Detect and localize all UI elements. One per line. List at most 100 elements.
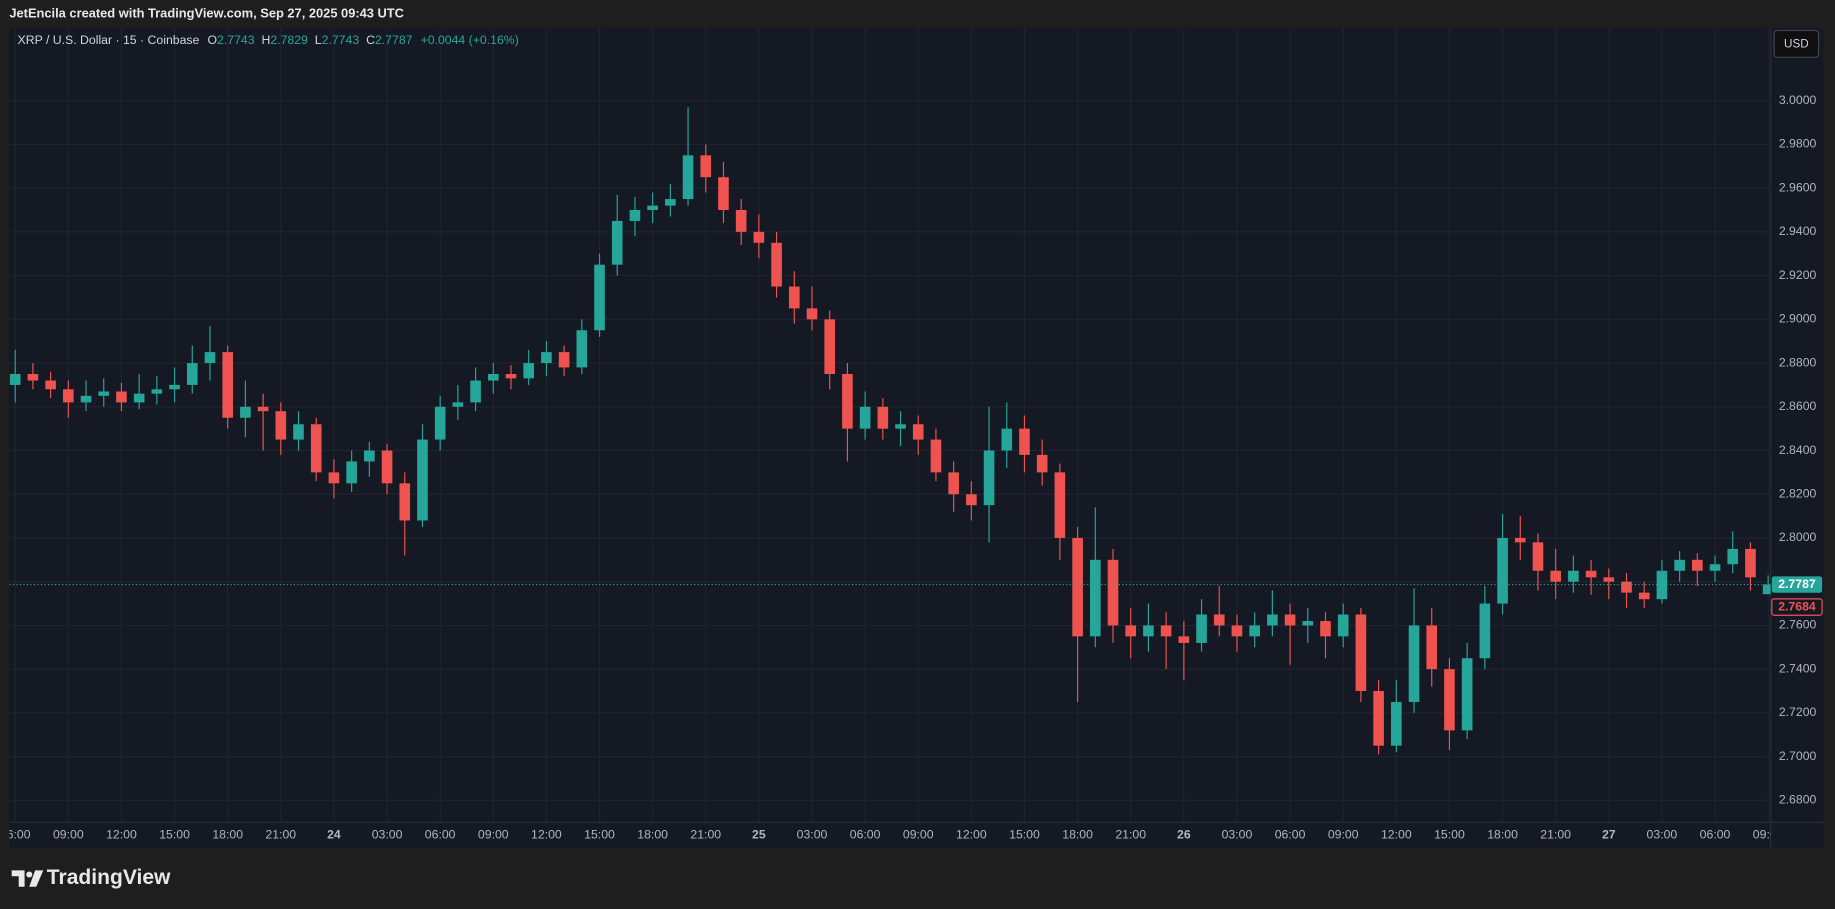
candle-body: [1107, 559, 1119, 626]
candle-body: [576, 330, 588, 368]
candle-body: [1143, 625, 1154, 637]
x-tick-label: 09:00: [53, 828, 84, 842]
candle-body: [629, 209, 641, 221]
candle-body: [1284, 614, 1296, 626]
candle-body: [505, 373, 517, 379]
candle-body: [1408, 625, 1420, 702]
candle-body: [240, 406, 251, 418]
candle-body: [1036, 454, 1048, 473]
ohlc-label: O: [207, 33, 217, 47]
x-tick-label: 06:00: [425, 828, 456, 842]
x-tick-label: 06:00: [1700, 828, 1731, 842]
x-tick-label: 09:00: [1328, 828, 1359, 842]
candle-body: [948, 472, 959, 495]
candle-body: [966, 494, 977, 506]
candle-body: [824, 319, 836, 374]
candle-body: [381, 450, 393, 484]
y-tick-label: 2.8200: [1779, 486, 1817, 500]
candle-body: [98, 391, 110, 396]
candle-body: [1054, 472, 1066, 538]
candle-body: [753, 231, 765, 243]
time-axis: 06:00 09:00 12:00 15:00 18:00 21:00 24 03:00 06:…: [9, 828, 1784, 842]
candle-body: [682, 155, 694, 200]
candle-body: [1674, 559, 1685, 571]
ohlc-label: H: [261, 33, 270, 47]
y-tick-label: 2.8400: [1779, 443, 1817, 457]
ohlc-value: 2.7743: [322, 33, 360, 47]
change: +0.0044 (+0.16%): [421, 33, 519, 47]
candle-body: [1001, 428, 1013, 451]
price-label-box: [1771, 576, 1823, 593]
candle-body: [1479, 603, 1491, 659]
x-tick-label: 24: [327, 828, 341, 842]
candle-body: [806, 308, 818, 320]
candle-body: [9, 373, 21, 385]
candle-body: [186, 363, 198, 385]
ohlc-label: L: [315, 33, 322, 47]
candle-body: [1249, 625, 1260, 637]
candle-body: [63, 389, 74, 403]
candle-body: [1373, 691, 1384, 746]
candle-body: [80, 395, 92, 403]
x-tick-label: 26: [1177, 828, 1191, 842]
y-tick-label: 2.7200: [1779, 705, 1817, 719]
x-tick-label: 21:00: [1540, 828, 1571, 842]
candle-body: [718, 177, 729, 210]
candle-body: [45, 380, 56, 390]
candle-body: [204, 352, 216, 364]
candle-body: [1532, 542, 1544, 571]
candle-body: [1178, 636, 1190, 643]
candle-body: [346, 461, 357, 484]
candle-body: [1267, 614, 1278, 626]
x-tick-label: 12:00: [106, 828, 137, 842]
currency-button[interactable]: [1773, 29, 1820, 58]
logo-mark: [29, 870, 44, 887]
symbol: XRP / U.S. Dollar · 15 · Coinbase: [18, 33, 200, 47]
x-tick-label: 18:00: [1487, 828, 1518, 842]
x-tick-label: 18:00: [1062, 828, 1093, 842]
x-tick-label: 15:00: [159, 828, 190, 842]
x-tick-label: 09:00: [1753, 828, 1784, 842]
candle-body: [983, 450, 995, 506]
y-tick-label: 2.9800: [1779, 137, 1817, 151]
candle-body: [275, 411, 287, 440]
candle-body: [1585, 570, 1597, 578]
candle-body: [647, 205, 658, 210]
y-tick-label: 2.6800: [1779, 793, 1817, 807]
x-tick-label: 12:00: [1381, 828, 1412, 842]
brand-logo: TradingView: [11, 866, 171, 889]
candle-body: [594, 264, 605, 331]
ohlc-value: 2.7743: [217, 33, 255, 47]
y-tick-label: 2.7000: [1779, 749, 1817, 763]
candle-body: [364, 450, 375, 462]
x-tick-label: 25: [752, 828, 766, 842]
candle-body: [1638, 592, 1650, 600]
candle-body: [399, 483, 411, 521]
x-tick-label: 09:00: [478, 828, 509, 842]
candles: [9, 107, 1771, 755]
x-tick-label: 03:00: [1647, 828, 1678, 842]
candle-body: [133, 393, 145, 403]
candle-body: [611, 220, 623, 265]
candle-body: [1514, 537, 1526, 543]
candle-body: [1727, 548, 1739, 565]
candle-body: [1337, 614, 1349, 637]
candle-body: [1692, 559, 1703, 571]
candle-body: [1231, 625, 1243, 637]
currency-label[interactable]: USD: [1784, 38, 1809, 51]
y-tick-label: 2.7600: [1779, 618, 1817, 632]
x-tick-label: 15:00: [584, 828, 615, 842]
candle-body: [257, 406, 269, 412]
candle-body: [665, 199, 676, 206]
y-tick-label: 2.8800: [1779, 355, 1817, 369]
candle-body: [1355, 614, 1367, 692]
candle-body: [417, 439, 428, 521]
logo-mark: [26, 871, 33, 878]
y-tick-label: 2.9400: [1779, 224, 1817, 238]
x-tick-label: 15:00: [1009, 828, 1040, 842]
candle-body: [434, 406, 446, 440]
candle-body: [1497, 537, 1508, 604]
logo-mark: [11, 870, 25, 887]
x-tick-label: 03:00: [797, 828, 828, 842]
